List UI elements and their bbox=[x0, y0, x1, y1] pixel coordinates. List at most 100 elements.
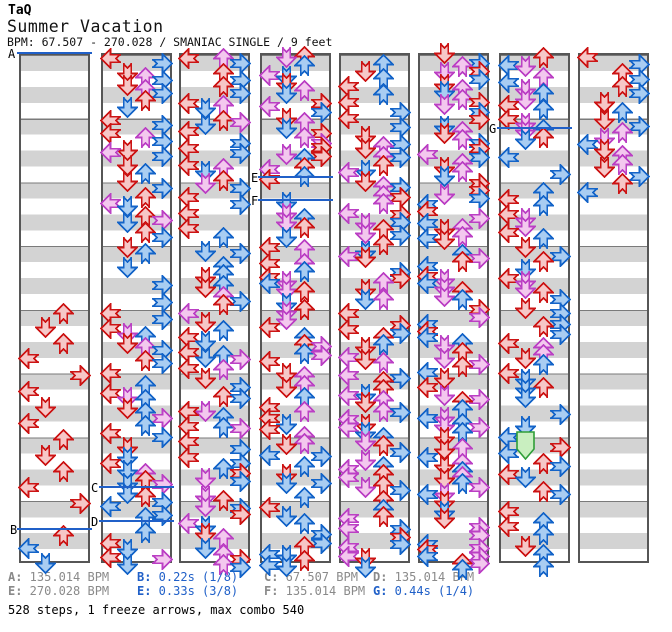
l-arrow-note bbox=[177, 47, 199, 69]
d-arrow-note bbox=[355, 170, 376, 192]
u-arrow-note bbox=[451, 225, 473, 247]
u-arrow-note bbox=[451, 250, 473, 272]
l-arrow-note bbox=[17, 347, 39, 369]
u-arrow-note bbox=[134, 414, 156, 436]
d-arrow-note bbox=[276, 544, 297, 566]
marker-label-C: C bbox=[91, 481, 99, 495]
l-arrow-note bbox=[337, 161, 359, 183]
l-arrow-note bbox=[337, 384, 359, 406]
d-arrow-note bbox=[434, 115, 455, 137]
l-arrow-note bbox=[17, 537, 39, 559]
d-arrow-note bbox=[434, 367, 455, 389]
r-arrow-note bbox=[469, 187, 490, 209]
d-arrow-note bbox=[515, 55, 536, 77]
l-arrow-note bbox=[99, 382, 121, 404]
r-arrow-note bbox=[550, 436, 571, 458]
l-arrow-note bbox=[497, 362, 519, 384]
d-arrow-note bbox=[594, 108, 615, 130]
d-arrow-note bbox=[355, 449, 376, 471]
marker-line-C bbox=[99, 486, 174, 488]
d-arrow-note bbox=[515, 236, 536, 258]
marker-line-E bbox=[258, 176, 333, 178]
d-arrow-note bbox=[355, 383, 376, 405]
u-arrow-note bbox=[532, 523, 554, 545]
u-arrow-note bbox=[293, 280, 315, 302]
u-arrow-note bbox=[372, 83, 394, 105]
u-arrow-note bbox=[134, 221, 156, 243]
d-arrow-note bbox=[117, 386, 138, 408]
l-arrow-note bbox=[497, 463, 519, 485]
d-arrow-note bbox=[355, 278, 376, 300]
u-arrow-note bbox=[52, 332, 74, 354]
d-arrow-note bbox=[276, 472, 297, 494]
d-arrow-note bbox=[355, 430, 376, 452]
u-arrow-note bbox=[212, 457, 234, 479]
u-arrow-note bbox=[451, 160, 473, 182]
d-arrow-note bbox=[276, 72, 297, 94]
l-arrow-note bbox=[258, 64, 280, 86]
d-arrow-note bbox=[117, 553, 138, 575]
d-arrow-note bbox=[355, 246, 376, 268]
u-arrow-note bbox=[212, 319, 234, 341]
footer-annotation: A: 135.014 BPM bbox=[8, 570, 110, 584]
r-arrow-note bbox=[152, 82, 173, 104]
r-arrow-note bbox=[230, 242, 251, 264]
l-arrow-note bbox=[258, 95, 280, 117]
d-arrow-note bbox=[276, 505, 297, 527]
marker-label-D: D bbox=[91, 515, 99, 529]
r-arrow-note bbox=[311, 344, 332, 366]
r-arrow-note bbox=[469, 108, 490, 130]
u-arrow-note bbox=[372, 271, 394, 293]
r-arrow-note bbox=[469, 388, 490, 410]
marker-label-E: E bbox=[251, 171, 259, 185]
d-arrow-note bbox=[515, 297, 536, 319]
l-arrow-note bbox=[416, 446, 438, 468]
l-arrow-note bbox=[177, 217, 199, 239]
l-arrow-note bbox=[258, 496, 280, 518]
u-arrow-note bbox=[532, 126, 554, 148]
r-arrow-note bbox=[152, 407, 173, 429]
l-arrow-note bbox=[177, 302, 199, 324]
r-arrow-note bbox=[629, 115, 650, 137]
l-arrow-note bbox=[177, 357, 199, 379]
d-arrow-note bbox=[515, 466, 536, 488]
u-arrow-note bbox=[293, 79, 315, 101]
r-arrow-note bbox=[469, 353, 490, 375]
u-arrow-note bbox=[372, 333, 394, 355]
d-arrow-note bbox=[434, 507, 455, 529]
d-arrow-note bbox=[195, 515, 216, 537]
l-arrow-note bbox=[17, 380, 39, 402]
r-arrow-note bbox=[230, 503, 251, 525]
l-arrow-note bbox=[258, 316, 280, 338]
u-arrow-note bbox=[532, 98, 554, 120]
d-arrow-note bbox=[594, 91, 615, 113]
u-arrow-note bbox=[134, 521, 156, 543]
u-arrow-note bbox=[372, 400, 394, 422]
r-arrow-note bbox=[230, 193, 251, 215]
l-arrow-note bbox=[99, 122, 121, 144]
d-arrow-note bbox=[117, 459, 138, 481]
u-arrow-note bbox=[293, 298, 315, 320]
l-arrow-note bbox=[99, 47, 121, 69]
l-arrow-note bbox=[258, 272, 280, 294]
d-arrow-note bbox=[117, 195, 138, 217]
r-arrow-note bbox=[390, 401, 411, 423]
u-arrow-note bbox=[372, 434, 394, 456]
d-arrow-note bbox=[434, 165, 455, 187]
r-arrow-note bbox=[152, 504, 173, 526]
l-arrow-note bbox=[497, 267, 519, 289]
d-arrow-note bbox=[276, 202, 297, 224]
r-arrow-note bbox=[152, 548, 173, 570]
u-arrow-note bbox=[532, 227, 554, 249]
d-arrow-note bbox=[276, 143, 297, 165]
u-arrow-note bbox=[134, 485, 156, 507]
l-arrow-note bbox=[497, 442, 519, 464]
l-arrow-note bbox=[416, 272, 438, 294]
d-arrow-note bbox=[195, 346, 216, 368]
l-arrow-note bbox=[258, 444, 280, 466]
d-arrow-note bbox=[117, 139, 138, 161]
d-arrow-note bbox=[434, 156, 455, 178]
d-arrow-note bbox=[276, 226, 297, 248]
l-arrow-note bbox=[99, 495, 121, 517]
